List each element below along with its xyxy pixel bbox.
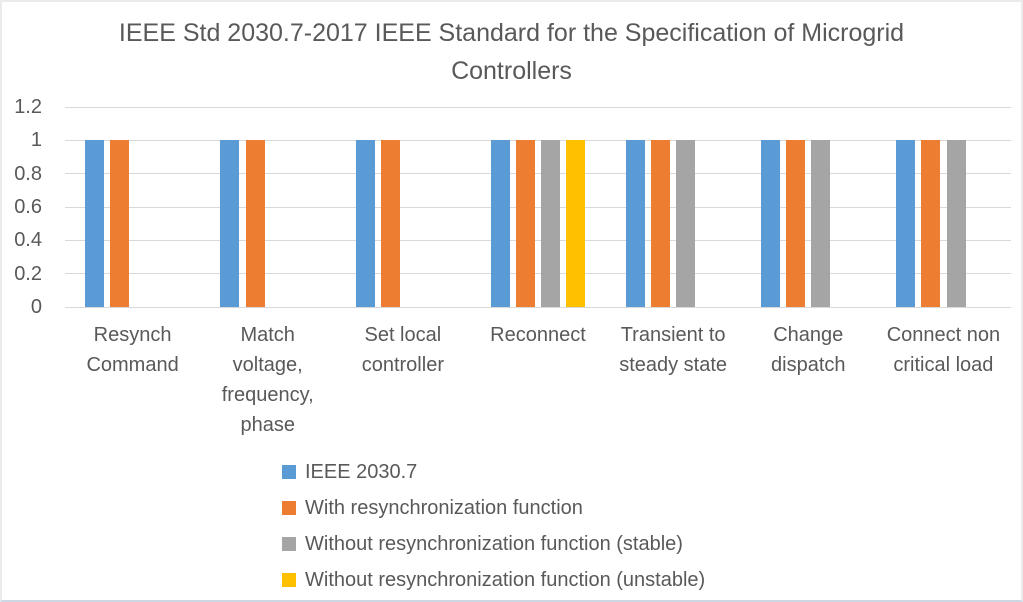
legend-row: IEEE 2030.7 bbox=[282, 454, 705, 490]
x-axis-label: Set local controller bbox=[361, 324, 444, 376]
bar-3-cat-6 bbox=[811, 140, 831, 307]
bar-2-cat-5 bbox=[651, 140, 671, 307]
category-slot bbox=[335, 107, 470, 307]
gridline bbox=[65, 239, 1011, 241]
x-axis-label: Match voltage, frequency, phase bbox=[221, 324, 314, 436]
legend-swatch-icon bbox=[282, 501, 296, 515]
gridline bbox=[65, 139, 1011, 141]
plot-area bbox=[65, 106, 1011, 308]
category-slot bbox=[470, 107, 605, 307]
x-axis-label: Transient to steady state bbox=[619, 324, 728, 376]
bar-2-cat-3 bbox=[380, 140, 400, 307]
legend: IEEE 2030.7 With resynchronization functi… bbox=[282, 454, 705, 598]
legend-row: Without resynchronization function (stab… bbox=[282, 526, 705, 562]
chart-title: IEEE Std 2030.7-2017 IEEE Standard for t… bbox=[118, 19, 905, 85]
x-axis-label: Connect non critical load bbox=[886, 324, 1001, 376]
y-tick-label: 0.2 bbox=[14, 262, 42, 285]
bar-1-cat-7 bbox=[896, 140, 916, 307]
legend-label: With resynchronization function bbox=[305, 496, 583, 519]
bar-1-cat-3 bbox=[355, 140, 375, 307]
legend-swatch-icon bbox=[282, 573, 296, 587]
x-axis-label: Resynch Command bbox=[86, 324, 179, 376]
legend-row: Without resynchronization function (unst… bbox=[282, 562, 705, 598]
legend-label: IEEE 2030.7 bbox=[305, 460, 418, 483]
bar-2-cat-7 bbox=[921, 140, 941, 307]
bar-1-cat-1 bbox=[85, 140, 105, 307]
bar-2-cat-6 bbox=[786, 140, 806, 307]
category-slot bbox=[606, 107, 741, 307]
legend-row: With resynchronization function bbox=[282, 490, 705, 526]
bar-1-cat-2 bbox=[220, 140, 240, 307]
legend-swatch-icon bbox=[282, 465, 296, 479]
x-axis-label: Change dispatch bbox=[771, 324, 846, 376]
bar-3-cat-7 bbox=[946, 140, 966, 307]
gridline bbox=[65, 273, 1011, 275]
legend-label: Without resynchronization function (stab… bbox=[305, 532, 683, 555]
bar-2-cat-1 bbox=[110, 140, 130, 307]
gridline bbox=[65, 106, 1011, 108]
category-slot bbox=[200, 107, 335, 307]
legend-swatch-icon bbox=[282, 537, 296, 551]
bar-1-cat-6 bbox=[760, 140, 780, 307]
x-axis-label: Reconnect bbox=[490, 324, 586, 346]
y-tick-label: 0.4 bbox=[14, 229, 42, 252]
bar-1-cat-5 bbox=[625, 140, 645, 307]
y-tick-label: 0.8 bbox=[14, 162, 42, 185]
category-slot bbox=[65, 107, 200, 307]
category-slot bbox=[741, 107, 876, 307]
x-axis: Resynch Command Match voltage, frequency,… bbox=[65, 320, 1011, 450]
gridline bbox=[65, 173, 1011, 175]
bar-1-cat-4 bbox=[490, 140, 510, 307]
bar-2-cat-4 bbox=[515, 140, 535, 307]
y-tick-label: 0.6 bbox=[14, 196, 42, 218]
legend-label: Without resynchronization function (unst… bbox=[305, 568, 706, 591]
bar-3-cat-5 bbox=[676, 140, 696, 307]
y-tick-label: 0 bbox=[30, 296, 42, 318]
bar-3-cat-4 bbox=[541, 140, 561, 307]
y-axis: 0 0.2 0.4 0.6 0.8 1 1.2 bbox=[2, 96, 48, 318]
category-slot bbox=[876, 107, 1011, 307]
y-tick-label: 1 bbox=[30, 129, 42, 152]
y-tick-label: 1.2 bbox=[14, 96, 42, 118]
gridline bbox=[65, 306, 1011, 308]
gridline bbox=[65, 206, 1011, 208]
bar-2-cat-2 bbox=[245, 140, 265, 307]
bar-4-cat-4 bbox=[566, 140, 586, 307]
